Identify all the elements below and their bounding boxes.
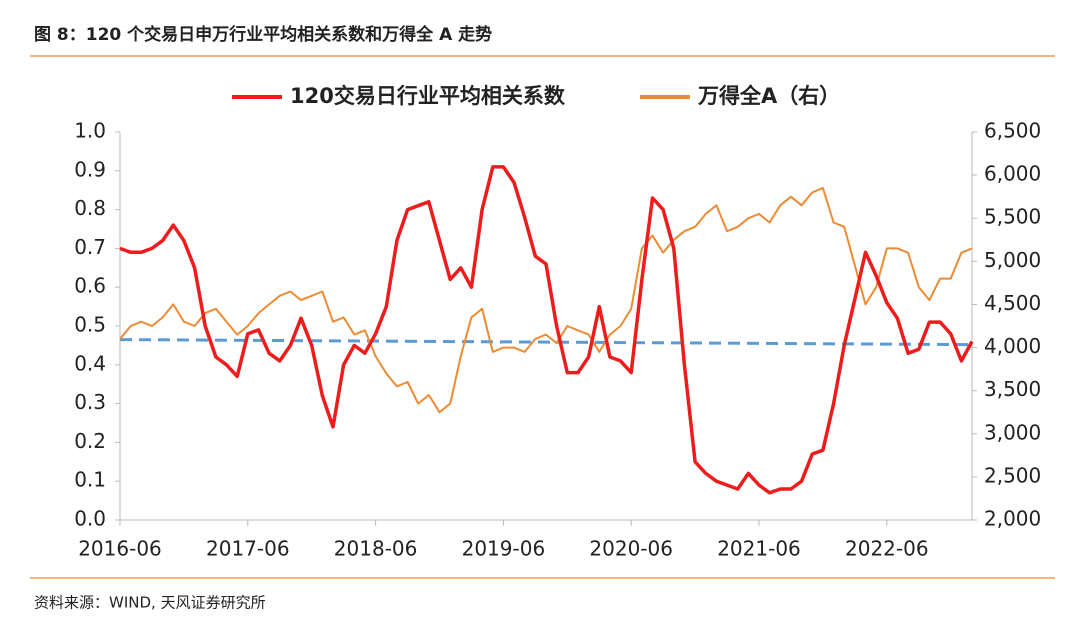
y2-tick-label: 3,000 [984, 420, 1041, 444]
legend-label: 120交易日行业平均相关系数 [290, 84, 566, 108]
legend-label: 万得全A（右） [697, 84, 840, 108]
y-tick-label: 0.2 [74, 429, 106, 453]
y2-tick-label: 2,000 [984, 507, 1041, 531]
y-tick-label: 0.6 [74, 274, 106, 298]
y2-tick-label: 5,000 [984, 248, 1041, 272]
x-tick-label: 2021-06 [717, 537, 801, 561]
y-tick-label: 0.3 [74, 390, 106, 414]
y-tick-label: 0.5 [74, 313, 106, 337]
y2-tick-label: 4,000 [984, 334, 1041, 358]
y-tick-label: 0.0 [74, 507, 106, 531]
y2-tick-label: 2,500 [984, 463, 1041, 487]
x-tick-label: 2020-06 [589, 537, 673, 561]
x-tick-label: 2017-06 [206, 537, 290, 561]
y-tick-label: 0.1 [74, 468, 106, 492]
x-tick-label: 2019-06 [462, 537, 546, 561]
y-tick-label: 1.0 [74, 119, 106, 143]
y2-tick-label: 3,500 [984, 377, 1041, 401]
y-tick-label: 0.9 [74, 157, 106, 181]
line-series [119, 187, 973, 414]
line-series [119, 165, 974, 495]
y2-tick-label: 6,500 [984, 119, 1041, 143]
chart-title: 图 8：120 个交易日申万行业平均相关系数和万得全 A 走势 [34, 24, 492, 45]
y-tick-label: 0.4 [74, 351, 106, 375]
source: 资料来源：WIND, 天风证券研究所 [34, 594, 266, 612]
x-tick-label: 2018-06 [334, 537, 418, 561]
x-tick-label: 2022-06 [845, 537, 929, 561]
x-tick-label: 2016-06 [78, 537, 162, 561]
y2-tick-label: 5,500 [984, 205, 1041, 229]
y-tick-label: 0.7 [74, 235, 106, 259]
y2-tick-label: 4,500 [984, 291, 1041, 315]
y2-tick-label: 6,000 [984, 162, 1041, 186]
y-tick-label: 0.8 [74, 196, 106, 220]
